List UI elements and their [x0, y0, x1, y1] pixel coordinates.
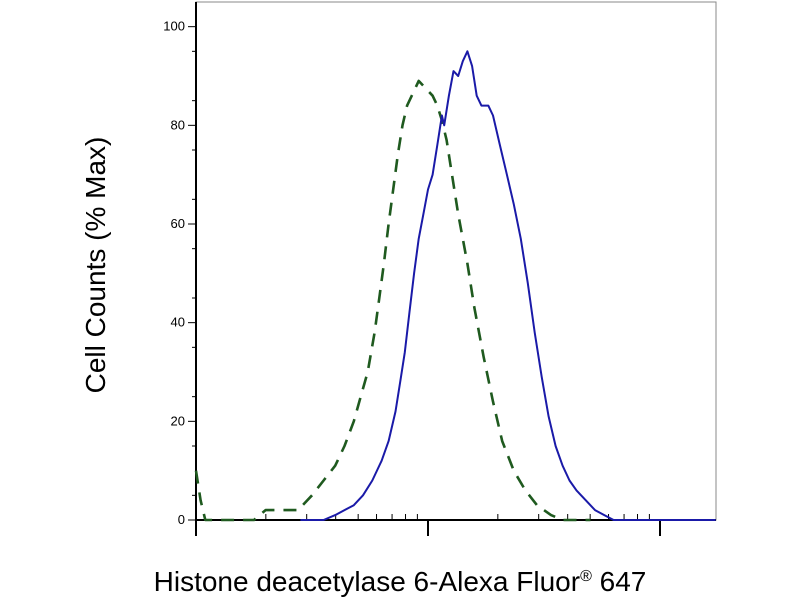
y-tick-label: 80: [171, 117, 185, 132]
y-axis-ticks: 0 20 40 60 80 100: [163, 19, 196, 527]
x-axis-label-tail: 647: [591, 566, 647, 597]
y-tick-label: 40: [171, 315, 185, 330]
control-histogram-line: [194, 79, 591, 522]
y-axis-label: Cell Counts (% Max): [80, 136, 111, 394]
stained-histogram-line: [300, 50, 716, 521]
y-tick-label: 0: [178, 512, 185, 527]
histogram-series: [194, 50, 716, 522]
plot-frame: [195, 1, 717, 521]
x-axis-ticks: [195, 514, 661, 536]
plot-axes: [195, 1, 717, 521]
x-axis-label-main: Histone deacetylase 6-Alexa Fluor: [153, 566, 581, 597]
x-axis-label-registered-mark: ®: [580, 568, 592, 585]
x-axis-label: Histone deacetylase 6-Alexa Fluor® 647: [0, 560, 800, 599]
y-tick-label: 60: [171, 216, 185, 231]
y-tick-label: 20: [171, 413, 185, 428]
y-tick-label: 100: [163, 19, 185, 34]
